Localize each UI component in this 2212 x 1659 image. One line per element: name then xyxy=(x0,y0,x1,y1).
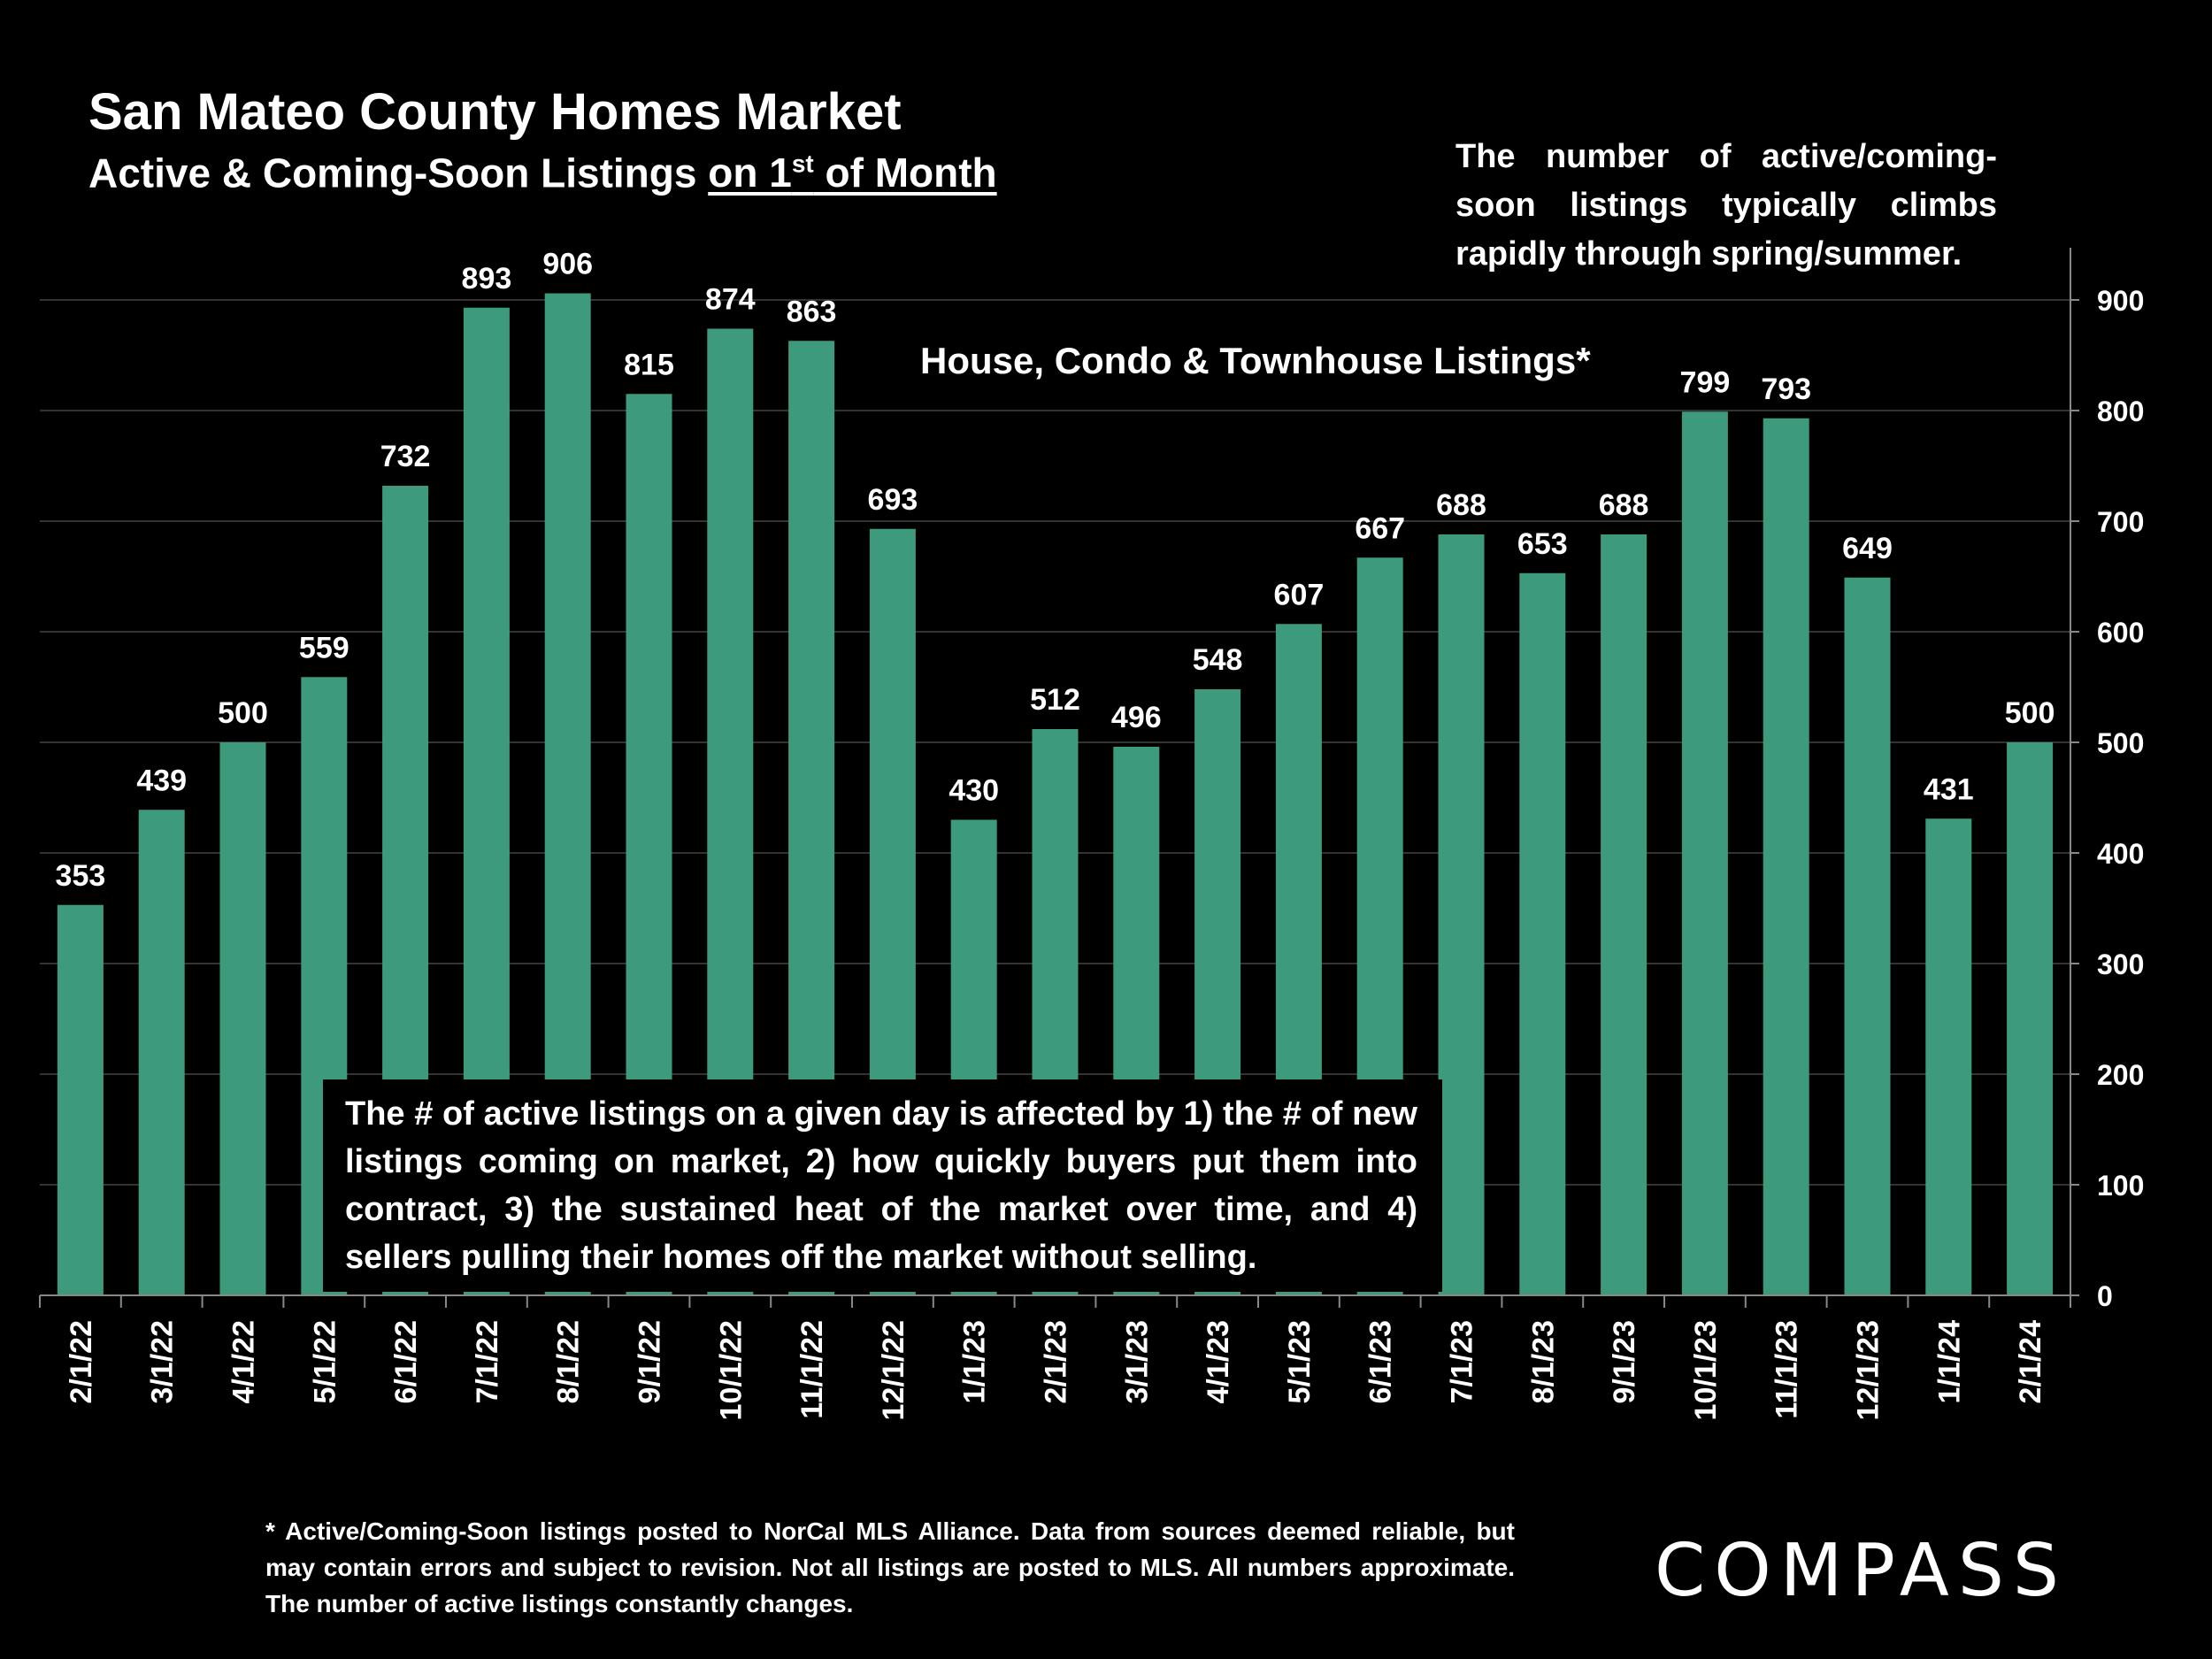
x-tick-label: 2/1/22 xyxy=(65,1320,98,1404)
x-tick-label: 11/1/22 xyxy=(795,1320,829,1419)
data-label: 430 xyxy=(949,774,999,808)
data-label: 649 xyxy=(1842,532,1893,565)
subtitle-suffix: of Month xyxy=(813,150,997,196)
x-tick-label: 2/1/24 xyxy=(2014,1320,2047,1404)
bar xyxy=(138,810,185,1295)
y-tick-label: 600 xyxy=(2097,617,2144,649)
annotation-box: The # of active listings on a given day … xyxy=(323,1079,1442,1292)
x-tick-label: 2/1/23 xyxy=(1040,1320,1073,1404)
x-tick-label: 12/1/23 xyxy=(1852,1320,1886,1420)
x-tick-label: 11/1/23 xyxy=(1770,1320,1804,1419)
subtitle-underlined: on 1st of Month xyxy=(708,150,996,196)
x-tick-label: 6/1/23 xyxy=(1364,1320,1398,1404)
x-tick-label: 8/1/22 xyxy=(552,1320,586,1404)
bar xyxy=(1925,818,1972,1295)
bar xyxy=(1438,534,1485,1295)
y-tick-label: 0 xyxy=(2097,1280,2113,1312)
data-label: 799 xyxy=(1680,365,1731,399)
y-tick-label: 500 xyxy=(2097,727,2144,759)
y-tick-label: 200 xyxy=(2097,1059,2144,1091)
x-tick-label: 1/1/24 xyxy=(1932,1320,1966,1404)
subtitle-prefix: Active & Coming-Soon Listings xyxy=(88,150,709,196)
data-label: 688 xyxy=(1436,488,1486,522)
x-tick-label: 5/1/23 xyxy=(1283,1320,1317,1404)
data-label: 431 xyxy=(1924,772,1974,806)
x-tick-label: 10/1/22 xyxy=(714,1320,748,1420)
y-tick-label: 100 xyxy=(2097,1170,2144,1202)
bar xyxy=(1519,572,1566,1295)
data-label: 693 xyxy=(868,483,918,517)
data-label: 653 xyxy=(1517,527,1568,561)
bar xyxy=(1681,411,1728,1295)
x-tick-label: 1/1/23 xyxy=(958,1320,992,1404)
x-tick-label: 10/1/23 xyxy=(1689,1320,1723,1420)
x-tick-label: 9/1/23 xyxy=(1608,1320,1641,1404)
data-label: 667 xyxy=(1355,511,1405,545)
y-tick-label: 900 xyxy=(2097,285,2144,317)
data-label: 512 xyxy=(1030,683,1080,717)
compass-logo: COMPASS xyxy=(1655,1529,2068,1613)
data-label: 793 xyxy=(1761,373,1811,406)
data-label: 548 xyxy=(1193,643,1243,677)
bar xyxy=(57,904,104,1295)
series-label: House, Condo & Townhouse Listings* xyxy=(920,340,1591,381)
bar xyxy=(1763,418,1809,1295)
x-tick-label: 4/1/23 xyxy=(1202,1320,1235,1404)
axes: 0 100 200 300 400 500 600 700 800 900 2/1/22 3/1/22… xyxy=(39,248,2144,1420)
data-label: 439 xyxy=(136,764,187,797)
data-labels: 353 439 500 559 732 893 906 815 874 863 693 430 512 4… xyxy=(56,248,2055,893)
bar xyxy=(2007,742,2054,1295)
x-tick-label: 12/1/22 xyxy=(877,1320,910,1420)
y-tick-label: 700 xyxy=(2097,506,2144,538)
subtitle-underlined-text: on 1 xyxy=(708,150,792,196)
data-label: 874 xyxy=(705,283,756,317)
y-tick-label: 800 xyxy=(2097,396,2144,427)
data-label: 496 xyxy=(1111,701,1162,734)
data-label: 559 xyxy=(299,631,349,664)
seasonal-note: The number of active/coming-soon listing… xyxy=(1455,138,1997,273)
data-label: 500 xyxy=(218,696,268,730)
x-tick-label: 6/1/22 xyxy=(389,1320,423,1404)
footnote: * Active/Coming-Soon listings posted to … xyxy=(265,1517,1515,1617)
data-label: 607 xyxy=(1274,578,1325,611)
bar xyxy=(1844,577,1891,1295)
data-label: 863 xyxy=(787,295,837,328)
data-label: 815 xyxy=(624,348,674,381)
data-label: 353 xyxy=(56,859,106,893)
x-tick-label: 8/1/23 xyxy=(1526,1320,1560,1404)
data-label: 732 xyxy=(380,440,431,473)
y-tick-label: 300 xyxy=(2097,949,2144,980)
bar xyxy=(1601,534,1647,1295)
bar xyxy=(219,742,266,1295)
x-tick-label: 7/1/23 xyxy=(1446,1320,1479,1404)
x-tick-label: 5/1/22 xyxy=(308,1320,342,1404)
x-tick-label: 3/1/22 xyxy=(146,1320,180,1404)
data-label: 688 xyxy=(1599,488,1649,522)
data-label: 893 xyxy=(462,262,512,296)
subtitle-superscript: st xyxy=(791,150,814,178)
x-tick-label: 9/1/22 xyxy=(634,1320,667,1404)
x-tick-label: 7/1/22 xyxy=(471,1320,504,1404)
chart-subtitle: Active & Coming-Soon Listings on 1st of … xyxy=(88,150,997,196)
y-tick-label: 400 xyxy=(2097,838,2144,870)
x-tick-label: 4/1/22 xyxy=(227,1320,261,1404)
x-tick-label: 3/1/23 xyxy=(1120,1320,1154,1404)
data-label: 500 xyxy=(2005,696,2055,730)
data-label: 906 xyxy=(542,248,593,281)
chart-title: San Mateo County Homes Market xyxy=(88,83,902,141)
